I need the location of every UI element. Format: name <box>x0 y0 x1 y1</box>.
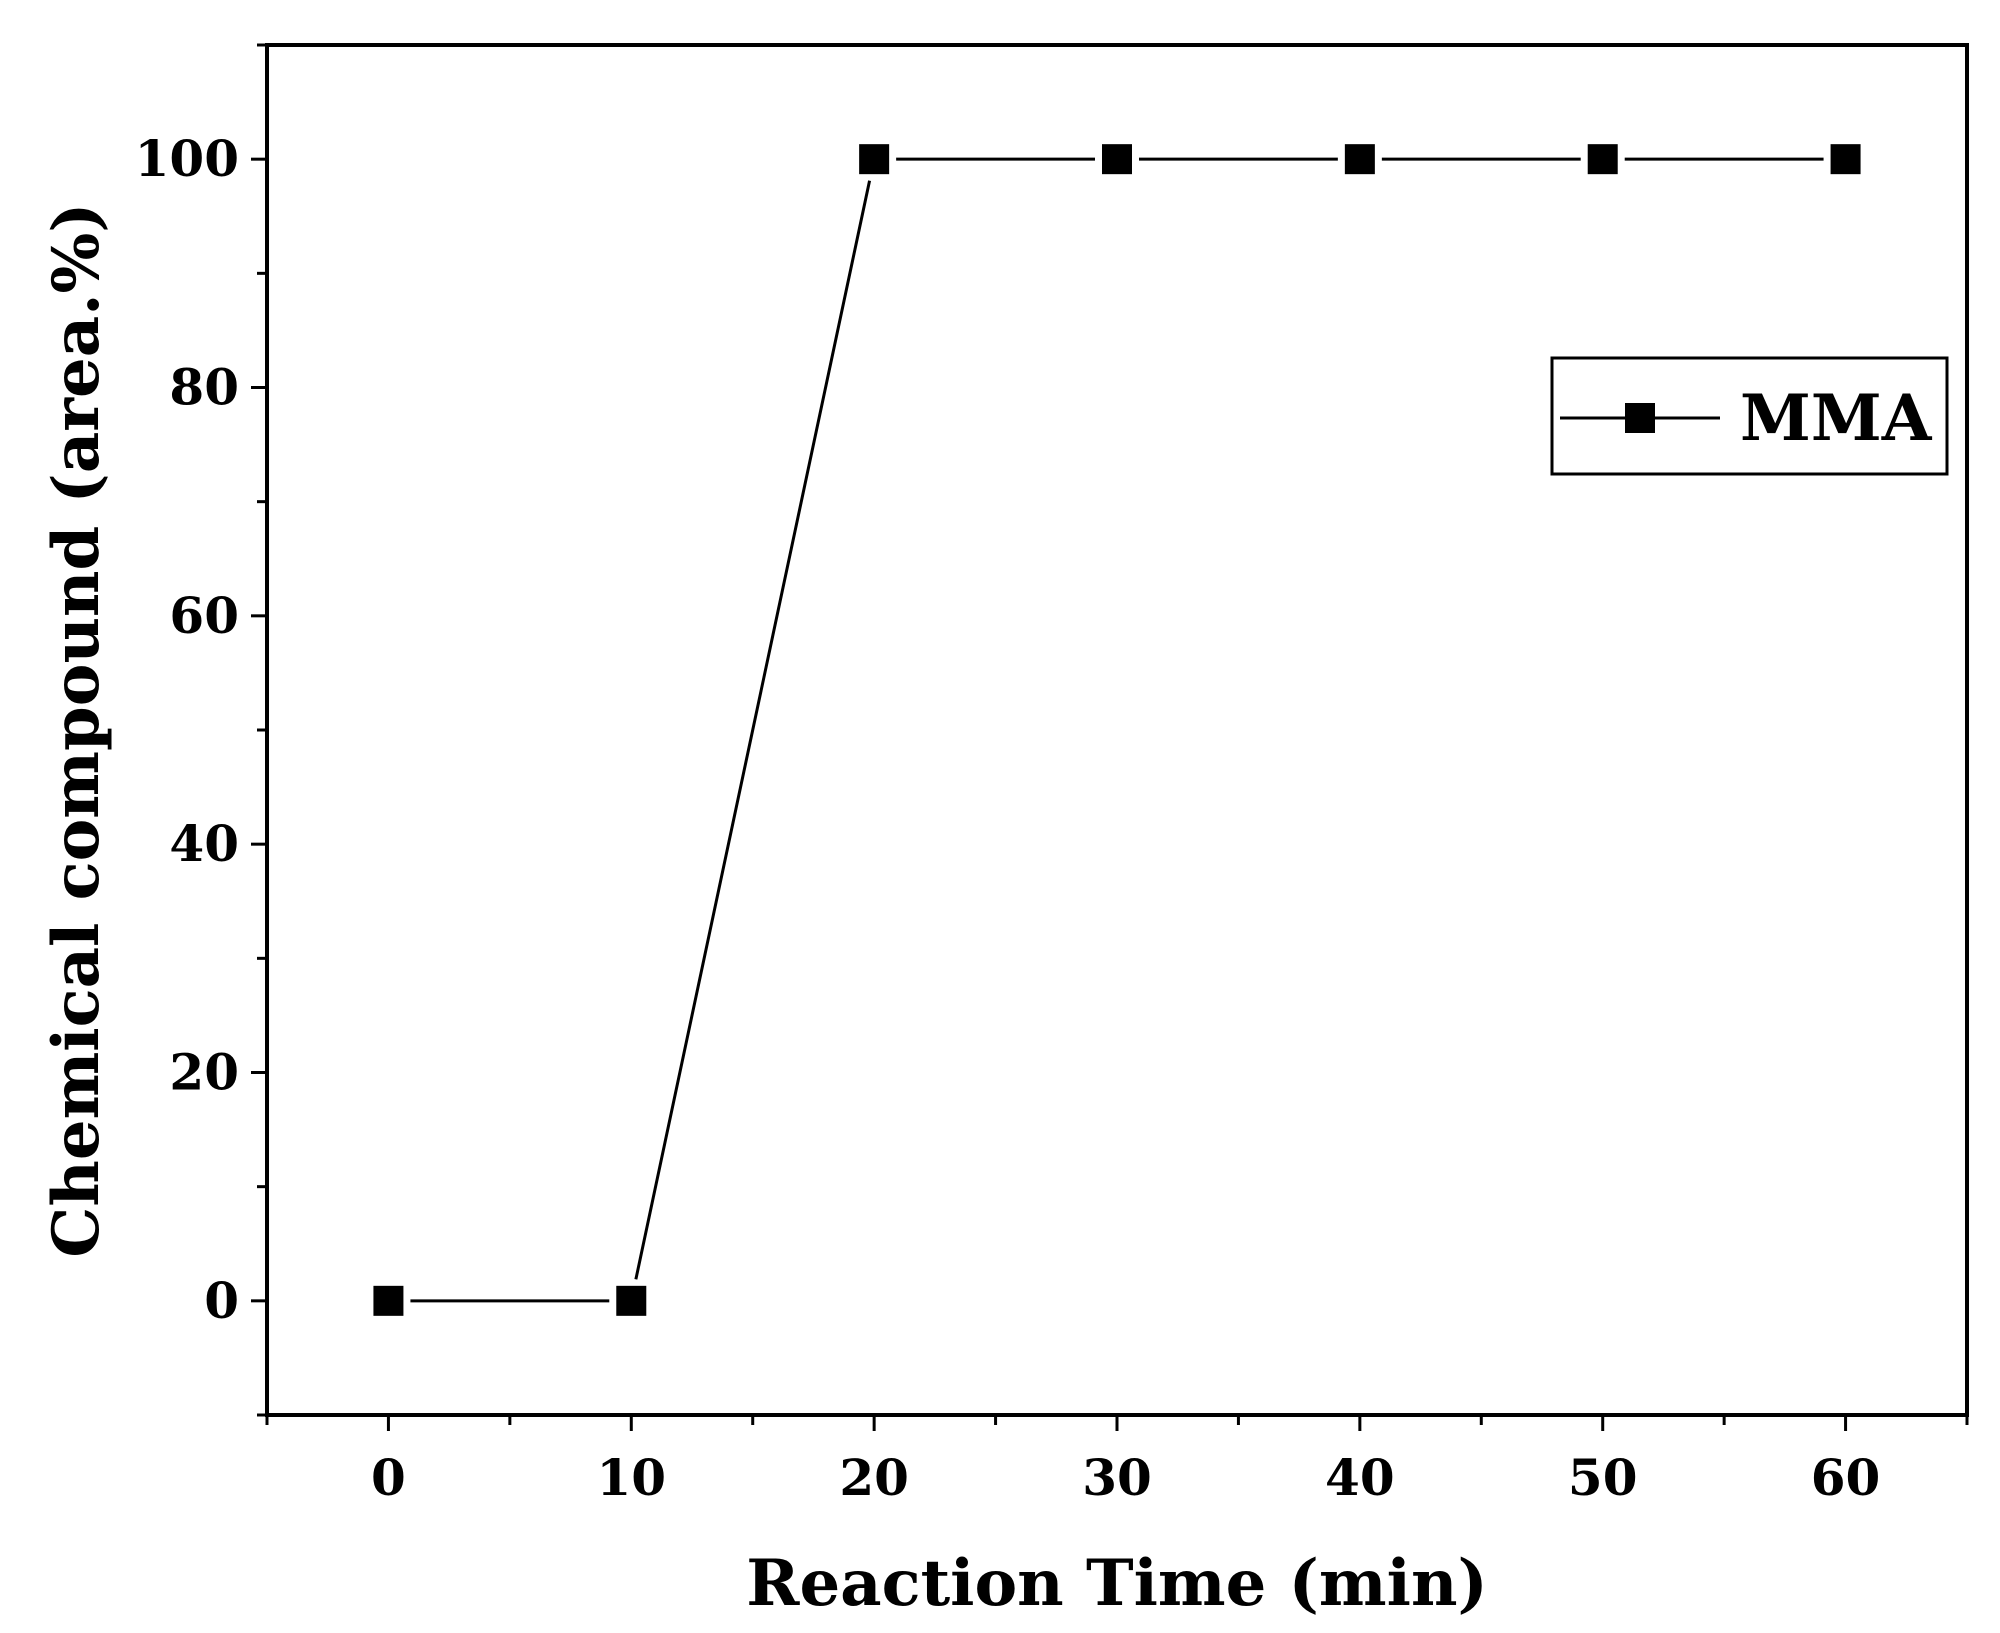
data-point-marker <box>1102 144 1132 175</box>
legend-label-mma: MMA <box>1740 381 1933 456</box>
data-point-marker <box>1587 144 1618 175</box>
y-tick-label: 20 <box>169 1043 239 1102</box>
x-tick-label: 30 <box>1082 1448 1152 1507</box>
data-point-marker <box>373 1285 404 1316</box>
x-tick-label: 50 <box>1568 1448 1638 1507</box>
y-tick-label: 0 <box>204 1271 239 1330</box>
y-tick-label: 40 <box>169 814 239 873</box>
series-layer <box>373 144 1861 1316</box>
y-tick-label: 60 <box>169 586 239 645</box>
x-tick-label: 20 <box>839 1448 909 1507</box>
y-tick-label: 80 <box>169 358 239 417</box>
series-line-segment <box>634 180 872 1280</box>
data-point-marker <box>616 1285 647 1316</box>
y-tick-label: 100 <box>135 129 239 188</box>
x-tick-label: 10 <box>596 1448 666 1507</box>
data-point-marker <box>1830 144 1861 175</box>
x-axis: 0 10 20 30 40 50 60 <box>265 1415 1969 1507</box>
y-axis-title: Chemical compound (area.%) <box>39 202 114 1257</box>
x-axis-title: Reaction Time (min) <box>746 1546 1488 1621</box>
legend-marker <box>1625 403 1655 433</box>
data-point-marker <box>1344 144 1375 175</box>
y-axis: 0 20 40 60 80 100 <box>135 43 267 1417</box>
x-tick-label: 60 <box>1811 1448 1881 1507</box>
x-tick-label: 40 <box>1325 1448 1395 1507</box>
data-point-marker <box>859 144 890 175</box>
legend: MMA <box>1550 356 1949 476</box>
x-tick-label: 0 <box>371 1448 406 1507</box>
legend-box <box>1550 356 1949 476</box>
